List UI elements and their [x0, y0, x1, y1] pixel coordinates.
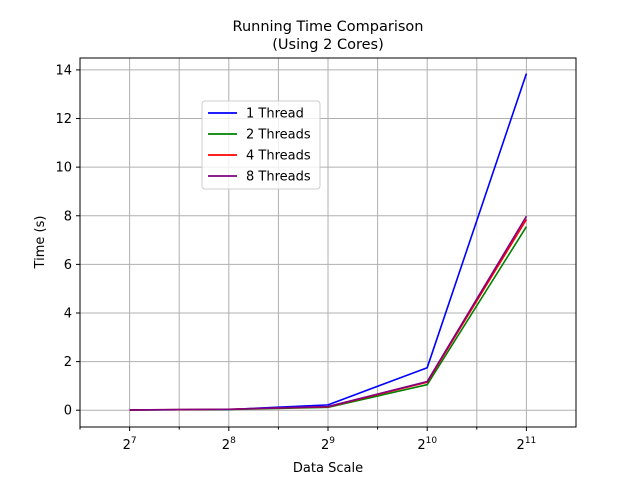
legend-label: 4 Threads — [246, 149, 311, 164]
y-tick-label: 0 — [64, 404, 72, 419]
y-tick-label: 8 — [64, 209, 72, 224]
series-line-8-threads — [129, 215, 528, 411]
x-axis-label: Data Scale — [293, 461, 363, 476]
chart-title-line2: (Using 2 Cores) — [272, 37, 383, 53]
y-tick-label: 10 — [55, 161, 72, 176]
y-tick-label: 12 — [55, 112, 72, 127]
x-tick-label: 28 — [222, 436, 236, 453]
x-tick-label: 29 — [321, 436, 335, 453]
chart-title-line1: Running Time Comparison — [233, 19, 424, 35]
y-tick-label: 14 — [55, 63, 72, 78]
y-axis-label: Time (s) — [33, 216, 48, 270]
x-tick-label: 211 — [517, 436, 537, 453]
legend: 1 Thread 2 Threads 4 Threads 8 Threads — [201, 100, 321, 190]
legend-label: 1 Thread — [246, 107, 304, 122]
y-tick-label: 6 — [64, 258, 72, 273]
x-tick-label: 27 — [123, 436, 137, 453]
legend-box — [201, 100, 321, 190]
series-lines — [129, 73, 528, 411]
legend-label: 8 Threads — [246, 170, 311, 185]
grid-lines — [79, 58, 576, 427]
y-tick-label: 4 — [64, 306, 72, 321]
x-tick-label: 210 — [417, 436, 437, 453]
legend-label: 2 Threads — [246, 128, 311, 143]
axis-ticks: 0 2 4 6 8 10 12 14 27 28 29 210 211 — [55, 63, 536, 453]
y-tick-label: 2 — [64, 355, 72, 370]
